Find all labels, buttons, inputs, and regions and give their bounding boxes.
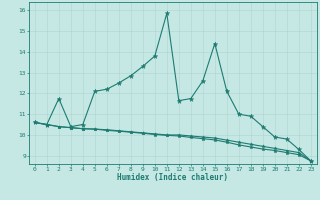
X-axis label: Humidex (Indice chaleur): Humidex (Indice chaleur) bbox=[117, 173, 228, 182]
